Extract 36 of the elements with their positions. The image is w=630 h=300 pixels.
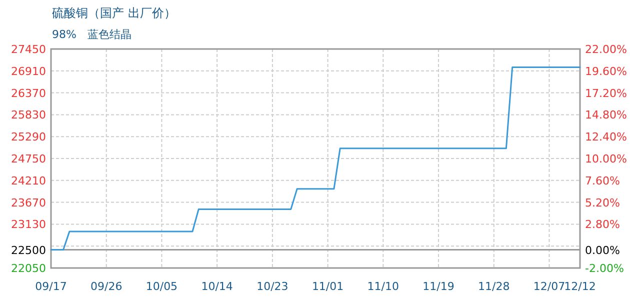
y2-tick-label: 19.60% — [585, 64, 627, 78]
y-tick-label: 24750 — [11, 152, 46, 166]
x-tick-label: 10/14 — [201, 280, 233, 293]
y-tick-label: 26370 — [11, 86, 46, 100]
y2-tick-label: 0.00% — [585, 244, 620, 257]
y2-tick-label: 2.80% — [585, 218, 620, 232]
y2-tick-label: 7.60% — [585, 174, 620, 188]
chart-title: 硫酸铜（国产 出厂价） — [52, 6, 176, 20]
x-tick-label: 12/12 — [564, 280, 596, 293]
y2-tick-label: 5.20% — [585, 196, 620, 210]
y2-tick-label: 17.20% — [585, 86, 627, 100]
y-tick-label: 27450 — [11, 43, 46, 56]
x-tick-label: 11/01 — [312, 280, 344, 293]
x-tick-label: 09/26 — [90, 280, 122, 293]
y-tick-label: 24210 — [11, 174, 46, 188]
x-tick-label: 10/23 — [256, 280, 288, 293]
y2-tick-label: 14.80% — [585, 108, 627, 122]
y2-tick-label: 22.00% — [585, 43, 627, 56]
y-tick-label: 23670 — [11, 196, 46, 210]
x-tick-label: 11/10 — [367, 280, 400, 293]
x-tick-label: 10/05 — [146, 280, 178, 293]
x-tick-label: 11/19 — [422, 280, 454, 293]
x-tick-label: 09/17 — [35, 280, 67, 293]
y-tick-label: 22050 — [11, 262, 46, 275]
x-tick-label: 12/07 — [533, 280, 566, 293]
x-tick-label: 11/28 — [478, 280, 510, 293]
y-tick-label: 23130 — [11, 218, 46, 232]
y2-tick-label: 12.40% — [585, 130, 627, 144]
y-tick-label: 25830 — [11, 108, 46, 122]
y2-tick-label: 10.00% — [585, 152, 627, 166]
line-series — [50, 66, 581, 250]
y2-tick-label: -2.00% — [585, 262, 624, 275]
y-tick-label: 22500 — [11, 244, 46, 257]
chart-subtitle: 98% 蓝色结晶 — [52, 28, 132, 41]
y-tick-label: 26910 — [11, 64, 46, 78]
y-tick-label: 25290 — [11, 130, 46, 144]
